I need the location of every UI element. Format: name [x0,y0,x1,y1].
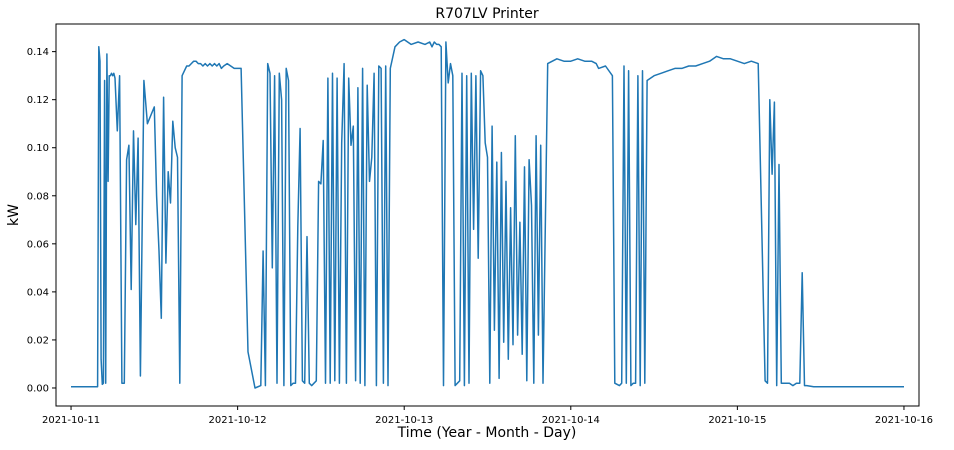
x-tick-label: 2021-10-15 [708,415,766,426]
x-tick-label: 2021-10-16 [875,415,933,426]
y-tick-label: 0.00 [27,383,49,394]
x-tick-label: 2021-10-11 [42,415,100,426]
y-tick-label: 0.10 [27,143,49,154]
series-line-power-kw [71,38,904,389]
x-tick-label: 2021-10-12 [209,415,267,426]
y-tick-label: 0.08 [27,191,49,202]
plot-area: 2021-10-11 2021-10-12 2021-10-13 2021-10-14… [27,23,933,426]
x-tick-label: 2021-10-13 [375,415,433,426]
chart-title: R707LV Printer [435,6,539,22]
x-axis-title: Time (Year - Month - Day) [397,425,577,441]
y-tick-label: 0.04 [27,287,49,298]
y-axis-title: kW [6,204,22,226]
y-tick-label: 0.06 [27,239,49,250]
y-tick-label: 0.14 [27,47,49,58]
y-tick-label: 0.12 [27,95,49,106]
plot-frame [55,23,920,407]
x-tick-label: 2021-10-14 [542,415,600,426]
y-tick-label: 0.02 [27,335,49,346]
